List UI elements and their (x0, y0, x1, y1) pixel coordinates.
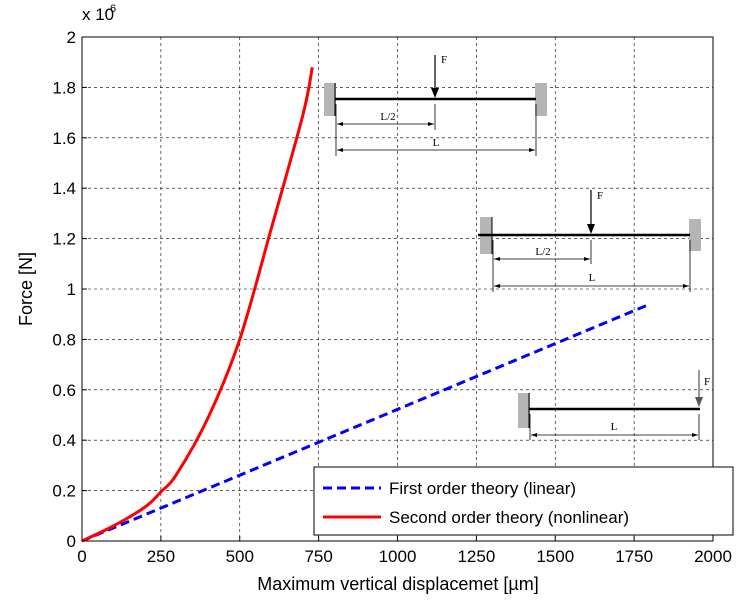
force-arrow-head (695, 397, 703, 407)
dim-arrow (584, 257, 590, 261)
dim-arrow (337, 122, 343, 126)
y-axis-label: Force [N] (16, 252, 36, 326)
legend-label-nonlinear: Second order theory (nonlinear) (389, 508, 629, 527)
y-tick-label: 1.2 (52, 230, 76, 249)
half-length-label: L/2 (380, 111, 395, 123)
x-tick-label: 2000 (694, 547, 732, 566)
length-label: L (611, 421, 618, 433)
left-support (324, 83, 336, 116)
beam-diagram-fixed-fixed: F L/2 L (324, 54, 547, 156)
y-tick-label: 0.6 (52, 381, 76, 400)
y-tick-label: 1.6 (52, 129, 76, 148)
fixed-support (518, 393, 530, 428)
beam-diagram-cantilever: F L (518, 370, 710, 440)
dim-arrow (529, 148, 535, 152)
y-tick-label: 1.8 (52, 78, 76, 97)
x-tick-label: 1750 (615, 547, 653, 566)
beam-diagram-pinned-fixed: F L/2 L (478, 190, 701, 292)
series-line-nonlinear (81, 66, 314, 543)
y-tick-label: 1 (67, 280, 76, 299)
y-axis-ticks: 0 0.2 0.4 0.6 0.8 1 1.2 1.4 1.6 1.8 2 (52, 28, 87, 551)
force-label: F (441, 54, 447, 66)
half-length-label: L/2 (535, 246, 550, 258)
x-tick-label: 750 (304, 547, 332, 566)
legend: First order theory (linear) Second order… (313, 466, 734, 536)
series-line-linear (81, 302, 651, 543)
dim-arrow (683, 284, 689, 288)
x-axis-label: Maximum vertical displacemet [µm] (257, 574, 538, 594)
dim-arrow (494, 284, 500, 288)
dim-arrow (337, 148, 343, 152)
grid (82, 37, 713, 541)
dim-arrow (428, 122, 434, 126)
x-tick-label: 1500 (536, 547, 574, 566)
y-tick-label: 1.4 (52, 179, 76, 198)
dim-arrow (692, 433, 698, 437)
force-label: F (704, 376, 710, 388)
right-support (535, 83, 547, 116)
x-tick-label: 250 (147, 547, 175, 566)
y-tick-label: 0 (67, 532, 76, 551)
y-tick-label: 2 (67, 28, 76, 47)
x-tick-label: 1000 (379, 547, 417, 566)
legend-label-linear: First order theory (linear) (389, 479, 576, 498)
x-axis-ticks: 0 250 500 750 1000 1250 1500 1750 2000 (77, 536, 732, 566)
right-support (689, 219, 701, 251)
force-arrow-head (431, 88, 439, 98)
series-layer (81, 66, 651, 543)
dim-arrow (494, 257, 500, 261)
x-tick-label: 1250 (457, 547, 495, 566)
y-tick-label: 0.2 (52, 482, 76, 501)
length-label: L (589, 272, 596, 284)
x-tick-label: 500 (226, 547, 254, 566)
length-label: L (433, 137, 440, 149)
force-label: F (597, 190, 603, 202)
legend-box (313, 466, 734, 536)
dim-arrow (531, 433, 537, 437)
y-tick-label: 0.4 (52, 431, 76, 450)
force-arrow-head (587, 224, 595, 234)
x-tick-label: 0 (77, 547, 86, 566)
y-scale-factor: x 10 (82, 5, 114, 24)
y-scale-exponent: 6 (110, 3, 116, 15)
y-tick-label: 0.8 (52, 330, 76, 349)
